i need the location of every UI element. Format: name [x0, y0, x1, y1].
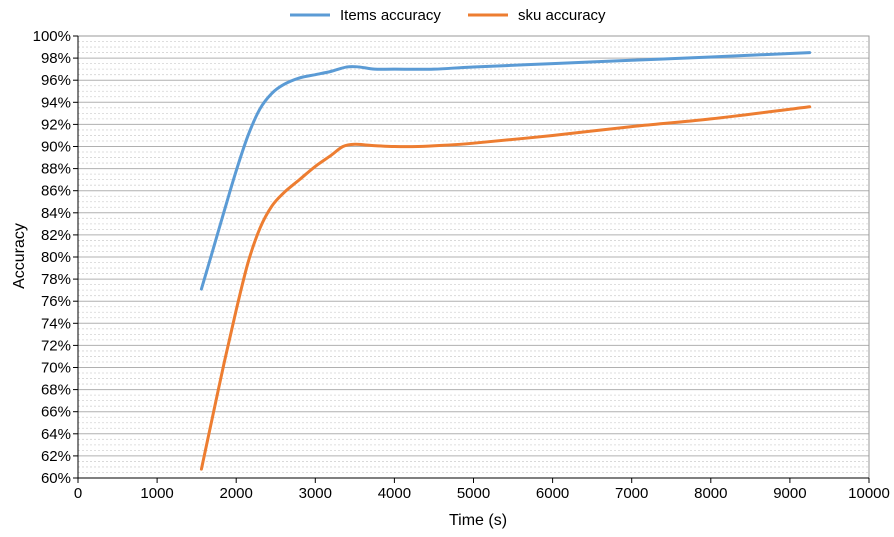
y-tick-label: 68%: [41, 382, 71, 399]
axes: 0 1000 2000 3000 4000 5000 6000 7000 8000 9000 100…: [33, 28, 890, 502]
series-lines: [199, 51, 812, 471]
x-axis-title: Time (s): [449, 512, 507, 529]
y-tick-label: 66%: [41, 404, 71, 421]
y-tick-label: 60%: [41, 470, 71, 487]
x-tick-label: 7000: [615, 485, 648, 502]
x-tick-label: 6000: [536, 485, 569, 502]
x-tick-label: 5000: [457, 485, 490, 502]
y-tick-label: 86%: [41, 183, 71, 200]
x-tick-label: 3000: [299, 485, 332, 502]
y-tick-label: 90%: [41, 139, 71, 156]
y-tick-label: 88%: [41, 161, 71, 178]
x-tick-label: 8000: [694, 485, 727, 502]
x-tick-label: 1000: [140, 485, 173, 502]
grid: [78, 35, 869, 473]
y-tick-label: 62%: [41, 448, 71, 465]
y-tick-label: 72%: [41, 337, 71, 354]
y-tick-label: 82%: [41, 227, 71, 244]
legend-label: sku accuracy: [518, 7, 606, 24]
y-tick-label: 94%: [41, 94, 71, 111]
x-tick-label: 0: [74, 485, 82, 502]
series-line-sku-accuracy: [199, 105, 812, 471]
x-tick-label: 9000: [773, 485, 806, 502]
legend-label: Items accuracy: [340, 7, 441, 24]
x-tick-label: 2000: [220, 485, 253, 502]
series-line-items-accuracy: [199, 51, 812, 291]
y-tick-label: 78%: [41, 271, 71, 288]
y-tick-label: 74%: [41, 315, 71, 332]
y-axis-title: Accuracy: [11, 223, 28, 289]
x-tick-label: 4000: [378, 485, 411, 502]
legend: Items accuracy sku accuracy: [290, 7, 606, 24]
y-tick-label: 96%: [41, 72, 71, 89]
y-tick-label: 84%: [41, 205, 71, 222]
y-tick-label: 80%: [41, 249, 71, 266]
x-tick-label: 10000: [848, 485, 890, 502]
y-tick-label: 98%: [41, 50, 71, 67]
y-tick-label: 64%: [41, 426, 71, 443]
y-tick-label: 76%: [41, 293, 71, 310]
y-tick-label: 100%: [33, 28, 71, 45]
y-tick-label: 70%: [41, 360, 71, 377]
y-tick-label: 92%: [41, 116, 71, 133]
